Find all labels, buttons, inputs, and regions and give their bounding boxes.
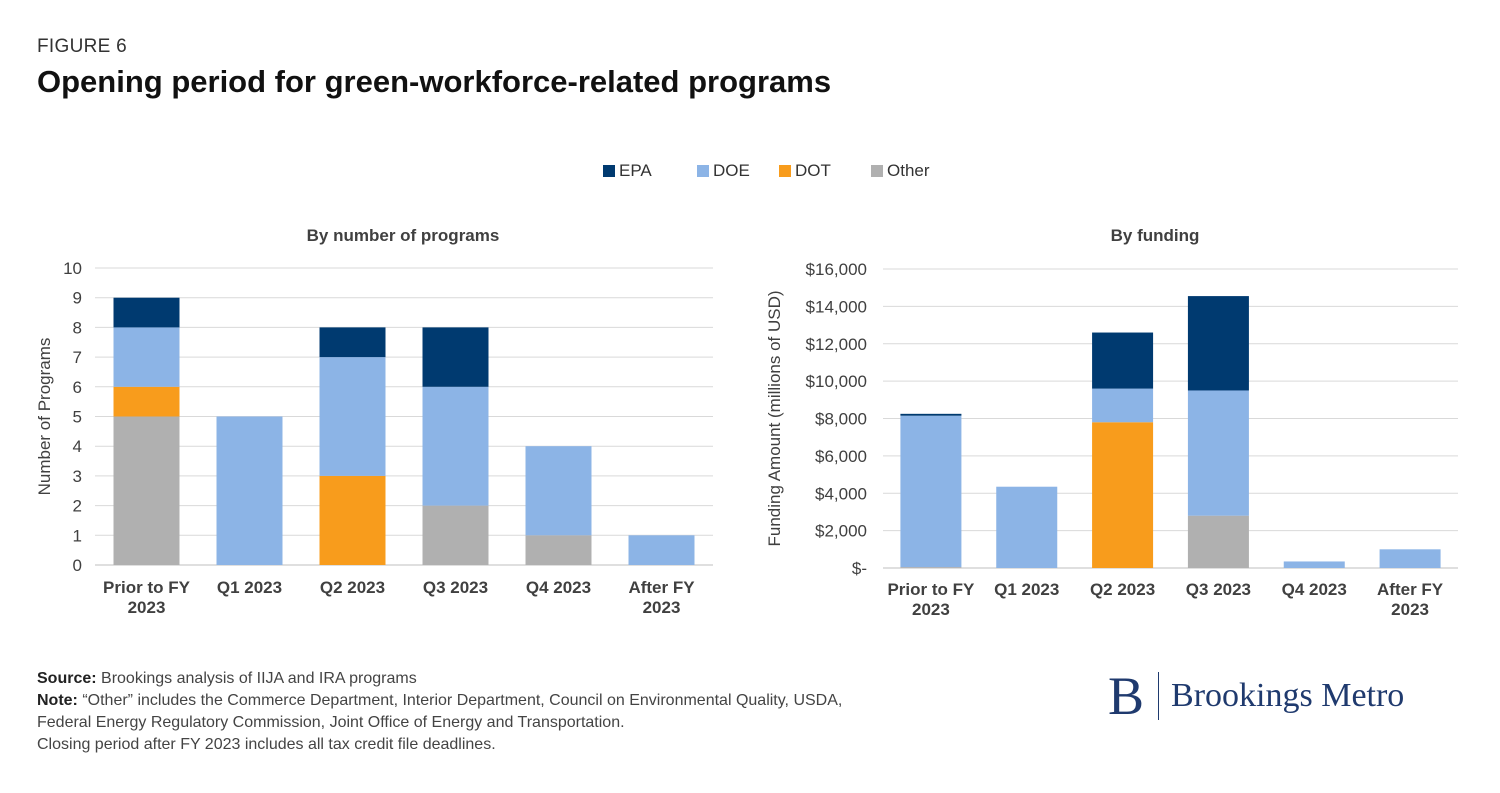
y-tick-label: 8 bbox=[73, 318, 82, 337]
bar-epa-prior-to-fy-2023 bbox=[113, 297, 180, 328]
legend-item-doe: DOE bbox=[697, 161, 750, 181]
source-label: Source: bbox=[37, 670, 97, 687]
y-tick-label: $14,000 bbox=[806, 297, 867, 316]
x-tick-label: 2023 bbox=[128, 598, 166, 617]
bar-doe-q1-2023 bbox=[996, 486, 1058, 568]
x-tick-label: 2023 bbox=[912, 600, 950, 619]
y-tick-label: 9 bbox=[73, 289, 82, 308]
y-axis-label: Funding Amount (millions of USD) bbox=[765, 290, 784, 546]
x-tick-label: After FY bbox=[1377, 580, 1444, 599]
x-tick-label: 2023 bbox=[643, 598, 681, 617]
bar-epa-q3-2023 bbox=[422, 327, 489, 387]
x-tick-label: Q3 2023 bbox=[1186, 580, 1251, 599]
y-tick-label: 7 bbox=[73, 348, 82, 367]
y-tick-label: 6 bbox=[73, 378, 82, 397]
bar-doe-q4-2023 bbox=[525, 446, 592, 536]
x-tick-label: After FY bbox=[628, 578, 695, 597]
bar-doe-q1-2023 bbox=[216, 416, 283, 565]
legend-item-other: Other bbox=[871, 161, 930, 181]
legend-label-dot: DOT bbox=[795, 161, 831, 180]
bar-dot-q2-2023 bbox=[319, 475, 386, 565]
figure-title: Opening period for green-workforce-relat… bbox=[37, 64, 832, 99]
y-axis-label: Number of Programs bbox=[35, 338, 54, 496]
bar-doe-q2-2023 bbox=[319, 357, 386, 476]
logo-mark: B bbox=[1108, 666, 1145, 726]
legend-label-doe: DOE bbox=[713, 161, 750, 180]
bar-other-q3-2023 bbox=[1187, 515, 1249, 568]
y-tick-label: $8,000 bbox=[815, 410, 867, 429]
legend-swatch-dot bbox=[779, 165, 791, 177]
note-line-2: Federal Energy Regulatory Commission, Jo… bbox=[37, 714, 625, 731]
y-tick-label: 3 bbox=[73, 467, 82, 486]
bar-doe-q2-2023 bbox=[1092, 388, 1154, 423]
note-text: “Other” includes the Commerce Department… bbox=[77, 692, 843, 709]
x-tick-label: Q1 2023 bbox=[994, 580, 1059, 599]
bar-epa-q3-2023 bbox=[1187, 296, 1249, 391]
legend-label-epa: EPA bbox=[619, 161, 652, 180]
bar-doe-after-fy-2023 bbox=[1379, 549, 1441, 568]
y-tick-label: $4,000 bbox=[815, 484, 867, 503]
source-text: Brookings analysis of IIJA and IRA progr… bbox=[96, 670, 417, 687]
bar-doe-prior-to-fy-2023 bbox=[900, 415, 962, 568]
y-tick-label: $10,000 bbox=[806, 372, 867, 391]
note-line-1: Note: “Other” includes the Commerce Depa… bbox=[37, 690, 842, 712]
bar-other-q3-2023 bbox=[422, 505, 489, 565]
x-tick-label: Q4 2023 bbox=[526, 578, 591, 597]
y-tick-label: 4 bbox=[73, 437, 82, 456]
logo-text: Brookings Metro bbox=[1171, 677, 1405, 714]
bar-other-prior-to-fy-2023 bbox=[900, 567, 962, 568]
chart-by-number-of-programs: By number of programs 0 1 2 3 4 5 6 7 8 9 10 Number … bbox=[35, 226, 713, 617]
x-tick-label: Q2 2023 bbox=[1090, 580, 1155, 599]
bar-other-prior-to-fy-2023 bbox=[113, 416, 180, 565]
y-tick-label: 10 bbox=[63, 259, 82, 278]
x-tick-label: Prior to FY bbox=[103, 578, 191, 597]
bar-dot-prior-to-fy-2023 bbox=[113, 386, 180, 417]
chart-subtitle: By number of programs bbox=[307, 226, 500, 245]
legend-swatch-epa bbox=[603, 165, 615, 177]
bar-epa-q2-2023 bbox=[319, 327, 386, 358]
bar-dot-q2-2023 bbox=[1092, 422, 1154, 568]
note-label: Note: bbox=[37, 692, 78, 709]
figure-label: FIGURE 6 bbox=[37, 36, 128, 57]
y-tick-label: $- bbox=[852, 559, 867, 578]
bar-doe-prior-to-fy-2023 bbox=[113, 327, 180, 387]
y-tick-label: 1 bbox=[73, 526, 82, 545]
x-tick-label: Prior to FY bbox=[887, 580, 975, 599]
y-tick-label: 2 bbox=[73, 497, 82, 516]
bar-epa-prior-to-fy-2023 bbox=[900, 413, 962, 416]
y-tick-label: $2,000 bbox=[815, 522, 867, 541]
x-tick-label: Q3 2023 bbox=[423, 578, 488, 597]
legend-label-other: Other bbox=[887, 161, 930, 180]
bar-doe-q3-2023 bbox=[1187, 390, 1249, 516]
footer-notes: Source: Brookings analysis of IIJA and I… bbox=[37, 668, 842, 756]
legend-item-dot: DOT bbox=[779, 161, 831, 181]
chart-legend: EPA DOE DOT Other bbox=[0, 161, 1500, 185]
bar-other-q4-2023 bbox=[525, 535, 592, 565]
y-tick-label: $16,000 bbox=[806, 260, 867, 279]
legend-item-epa: EPA bbox=[603, 161, 652, 181]
legend-swatch-doe bbox=[697, 165, 709, 177]
x-tick-label: 2023 bbox=[1391, 600, 1429, 619]
bar-doe-q4-2023 bbox=[1283, 561, 1345, 568]
bar-epa-q2-2023 bbox=[1092, 332, 1154, 389]
x-tick-label: Q1 2023 bbox=[217, 578, 282, 597]
y-tick-label: $12,000 bbox=[806, 335, 867, 354]
x-tick-label: Q2 2023 bbox=[320, 578, 385, 597]
source-line: Source: Brookings analysis of IIJA and I… bbox=[37, 668, 842, 690]
chart-subtitle: By funding bbox=[1111, 226, 1200, 245]
chart-by-funding: By funding $- $2,000 $4,000 $6,000 $8,000 $10,… bbox=[765, 226, 1458, 619]
bar-doe-q3-2023 bbox=[422, 386, 489, 506]
brookings-metro-logo: B Brookings Metro bbox=[1108, 668, 1404, 724]
note-line-3: Closing period after FY 2023 includes al… bbox=[37, 736, 496, 753]
legend-swatch-other bbox=[871, 165, 883, 177]
x-tick-label: Q4 2023 bbox=[1282, 580, 1347, 599]
y-tick-label: 0 bbox=[73, 556, 82, 575]
logo-divider bbox=[1158, 672, 1160, 720]
y-tick-label: $6,000 bbox=[815, 447, 867, 466]
y-tick-label: 5 bbox=[73, 408, 82, 427]
bar-doe-after-fy-2023 bbox=[628, 535, 695, 565]
